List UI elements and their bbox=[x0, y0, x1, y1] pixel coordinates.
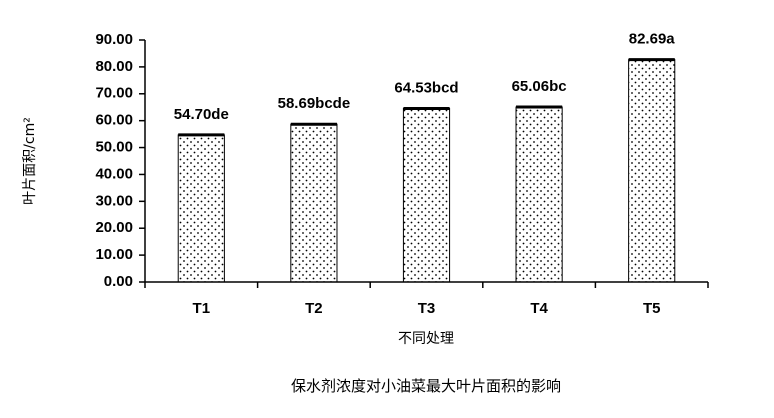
bar bbox=[515, 106, 563, 283]
caption: 保水剂浓度对小油菜最大叶片面积的影响 bbox=[291, 377, 561, 395]
x-tick-label: T4 bbox=[530, 300, 548, 317]
y-tick-label: 70.00 bbox=[95, 85, 133, 102]
data-label: 58.69bcde bbox=[278, 95, 351, 112]
data-label: 64.53bcd bbox=[394, 79, 458, 96]
y-tick-label: 40.00 bbox=[95, 165, 133, 182]
bar bbox=[628, 59, 676, 283]
x-tick-label: T5 bbox=[643, 300, 661, 317]
x-tick-label: T2 bbox=[305, 300, 323, 317]
x-tick-label: T3 bbox=[418, 300, 436, 317]
y-tick-label: 30.00 bbox=[95, 192, 133, 209]
x-axis-label: 不同处理 bbox=[398, 331, 454, 347]
y-tick-label: 20.00 bbox=[95, 219, 133, 236]
bar bbox=[402, 107, 451, 283]
y-axis-label: 叶片面积/cm² bbox=[22, 117, 38, 205]
y-tick-label: 60.00 bbox=[95, 112, 133, 129]
data-label: 82.69a bbox=[629, 31, 676, 48]
y-tick-label: 10.00 bbox=[95, 246, 133, 263]
y-tick-label: 90.00 bbox=[95, 31, 133, 48]
y-tick-label: 0.00 bbox=[104, 273, 133, 290]
bar bbox=[290, 123, 338, 283]
data-label: 54.70de bbox=[174, 106, 229, 123]
data-label: 65.06bc bbox=[512, 78, 567, 95]
y-tick-label: 80.00 bbox=[95, 58, 133, 75]
y-tick-label: 50.00 bbox=[95, 139, 133, 156]
bar bbox=[177, 134, 225, 283]
x-tick-label: T1 bbox=[193, 300, 211, 317]
